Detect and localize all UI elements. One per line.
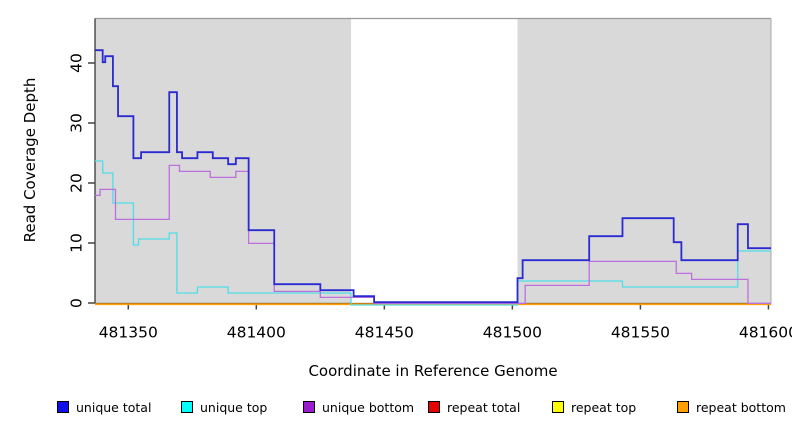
x-axis-title: Coordinate in Reference Genome [308, 362, 558, 380]
x-tick-label: 481400 [227, 324, 286, 342]
legend-label: repeat bottom [696, 399, 786, 415]
legend-label: unique bottom [322, 399, 415, 415]
legend-item-unique-top: unique top [181, 399, 267, 415]
x-tick-label: 481450 [355, 324, 414, 342]
y-tick-label: 30 [68, 113, 86, 133]
y-tick-label: 20 [68, 173, 86, 193]
legend-swatch-icon [552, 401, 564, 413]
legend-swatch-icon [428, 401, 440, 413]
legend-label: repeat top [571, 399, 637, 415]
x-tick-label: 481550 [611, 324, 670, 342]
legend-item-repeat-bottom: repeat bottom [677, 399, 786, 415]
legend-item-unique-total: unique total [57, 399, 151, 415]
shaded-region [517, 18, 771, 304]
legend-label: unique total [76, 399, 152, 415]
x-tick-label: 481500 [483, 324, 542, 342]
y-tick-label: 0 [68, 298, 86, 308]
series-unique-total [95, 49, 771, 304]
legend-label: repeat total [447, 399, 521, 415]
series-unique-top [95, 160, 771, 306]
legend-swatch-icon [181, 401, 193, 413]
y-tick-label: 40 [68, 53, 86, 73]
y-tick-label: 10 [68, 233, 86, 253]
legend-swatch-icon [303, 401, 315, 413]
shaded-region [95, 18, 352, 304]
legend-swatch-icon [677, 401, 689, 413]
y-axis-title: Read Coverage Depth [21, 77, 39, 243]
legend-item-repeat-top: repeat top [552, 399, 636, 415]
legend-label: unique top [200, 399, 268, 415]
legend-item-repeat-total: repeat total [428, 399, 520, 415]
x-tick-label: 481350 [99, 324, 158, 342]
legend-swatch-icon [57, 401, 69, 413]
legend-item-unique-bottom: unique bottom [303, 399, 414, 415]
